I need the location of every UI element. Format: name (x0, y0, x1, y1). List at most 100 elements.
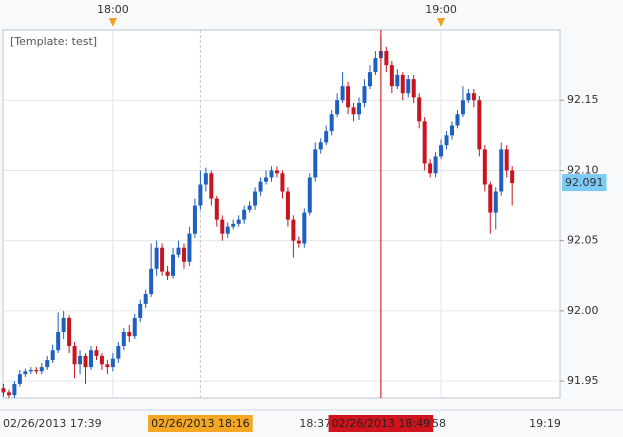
candle-body (160, 247, 165, 272)
candle-body (1, 388, 6, 393)
x-label-box (328, 415, 434, 432)
candle-body (389, 65, 394, 87)
candle-body (61, 317, 66, 332)
candle-body (395, 74, 400, 87)
y-tick-label: 92.15 (567, 93, 599, 106)
candle-body (105, 364, 110, 368)
x-label: 18:37 (299, 417, 331, 430)
candle-body (482, 149, 487, 185)
x-tick-marker (437, 18, 446, 27)
candle-body (499, 149, 504, 192)
candle-body (384, 51, 389, 66)
candle-body (187, 233, 192, 262)
candle-body (264, 177, 269, 182)
candle-body (56, 331, 61, 351)
candle-body (99, 355, 104, 365)
candle-body (17, 374, 22, 384)
candle-body (225, 226, 230, 234)
x-tick-marker (108, 18, 117, 27)
candle-body (242, 209, 247, 220)
y-tick-label: 91.95 (567, 374, 599, 387)
plot-area (2, 29, 561, 399)
candle-body (450, 125, 455, 136)
candle-body (116, 346, 121, 359)
candle-body (39, 367, 44, 372)
x-label: 02/26/2013 18:49 (332, 417, 431, 430)
candle-body (362, 86, 367, 104)
candle-body (165, 271, 170, 276)
candle-body (231, 223, 236, 227)
x-label: 02/26/2013 17:39 (3, 417, 102, 430)
candle-body (400, 74, 405, 94)
candle-body (296, 240, 301, 244)
candle-body (220, 219, 225, 234)
candle-body (269, 170, 274, 178)
candle-body (422, 121, 427, 164)
candle-body (88, 350, 93, 368)
candle-body (471, 93, 476, 101)
candle-body (340, 86, 345, 101)
candles (1, 37, 515, 398)
candle-body (72, 346, 77, 365)
candle-body (477, 100, 482, 150)
candle-body (258, 181, 263, 192)
candle-body (417, 97, 422, 122)
candle-body (94, 350, 99, 356)
x-label-box (148, 415, 253, 432)
candle-body (460, 100, 465, 115)
candle-body (121, 331, 126, 347)
candle-body (181, 247, 186, 262)
candle-body (313, 149, 318, 178)
candle-body (307, 177, 312, 213)
candle-body (6, 392, 11, 396)
candle-body (444, 135, 449, 146)
candle-body (488, 184, 493, 213)
y-tick-label: 92.05 (567, 234, 599, 247)
candle-body (138, 303, 143, 318)
candle-body (253, 191, 258, 206)
y-tick-label: 92.00 (567, 304, 599, 317)
candle-body (247, 205, 252, 210)
candle-body (28, 369, 33, 372)
candle-body (351, 107, 356, 115)
x-tick-label: 18:00 (97, 3, 129, 16)
candle-body (455, 114, 460, 126)
candle-body (411, 79, 416, 98)
candle-body (373, 58, 378, 73)
candle-body (274, 170, 279, 174)
candle-body (318, 142, 323, 150)
last-price-label: 92.091 (565, 176, 604, 189)
candle-body (171, 254, 176, 276)
candle-body (45, 360, 50, 368)
candle-body (83, 355, 88, 368)
candle-body (236, 219, 241, 224)
candle-body (176, 247, 181, 255)
candle-body (510, 170, 515, 184)
template-label: [Template: test] (10, 35, 97, 48)
candle-body (143, 294, 148, 304)
x-label: 02/26/2013 18:16 (151, 417, 250, 430)
candle-body (433, 156, 438, 174)
x-label: 19:19 (529, 417, 561, 430)
candle-body (335, 100, 340, 115)
candle-body (466, 93, 471, 101)
candle-body (406, 79, 411, 94)
candle-body (346, 86, 351, 108)
candle-body (504, 149, 509, 171)
candle-body (302, 212, 307, 244)
candle-body (291, 219, 296, 241)
candle-body (357, 103, 362, 115)
candle-body (192, 205, 197, 234)
candle-body (439, 145, 444, 157)
candle-body (132, 317, 137, 337)
candle-body (203, 173, 208, 185)
candle-body (149, 268, 154, 295)
candle-body (78, 355, 83, 365)
candle-body (67, 317, 72, 347)
last-price-box (562, 174, 607, 192)
candle-body (23, 371, 28, 375)
candle-body (50, 350, 55, 361)
candle-body (127, 331, 132, 337)
candle-body (280, 173, 285, 192)
y-tick-label: 92.10 (567, 163, 599, 176)
